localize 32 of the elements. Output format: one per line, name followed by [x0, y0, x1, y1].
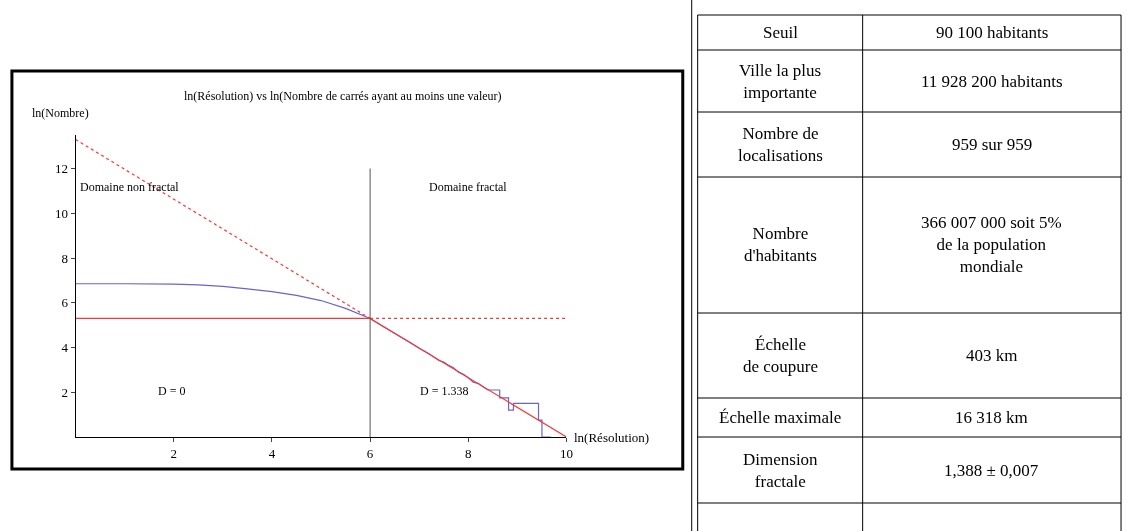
x-tick-label: 8	[465, 445, 472, 461]
x-axis-title: ln(Résolution)	[574, 430, 650, 445]
y-tick-label: 10	[54, 205, 68, 221]
text: Nombre de localisations	[738, 124, 823, 166]
text: Dimension fractale	[743, 450, 819, 492]
y-tick-label: 8	[61, 250, 68, 266]
annotation: D = 1.338	[420, 384, 469, 398]
chart-title: ln(Résolution) vs ln(Nombre de carrés ayant au moins une valeur)	[184, 89, 502, 103]
y-tick-label: 6	[61, 295, 69, 311]
text: Seuil	[763, 23, 799, 42]
text: Échelle de coupure	[743, 335, 819, 377]
text: Échelle maximale	[719, 408, 842, 427]
text: 16 318 km	[955, 408, 1028, 427]
text: 959 sur 959	[952, 135, 1033, 154]
x-tick-label: 6	[366, 445, 374, 461]
y-tick-label: 12	[54, 161, 68, 177]
y-tick-label: 2	[61, 384, 68, 400]
x-tick-label: 2	[170, 445, 177, 461]
text: 1,388 ± 0,007	[944, 461, 1039, 480]
text: Nombre d'habitants	[744, 224, 817, 266]
text: 366 007 000 soit 5% de la population mondiale	[921, 213, 1062, 277]
x-tick-label: 4	[268, 445, 276, 461]
annotation: D = 0	[158, 384, 186, 398]
annotation: Domaine non fractal	[80, 180, 180, 194]
annotation: Domaine fractal	[429, 180, 508, 194]
y-axis-title: ln(Nombre)	[32, 106, 89, 120]
text: Ville la plus importante	[739, 61, 822, 103]
text: 90 100 habitants	[936, 23, 1049, 42]
text: 403 km	[966, 346, 1018, 365]
text: 11 928 200 habitants	[921, 72, 1063, 91]
y-tick-label: 4	[61, 340, 69, 356]
x-tick-label: 10	[559, 445, 573, 461]
